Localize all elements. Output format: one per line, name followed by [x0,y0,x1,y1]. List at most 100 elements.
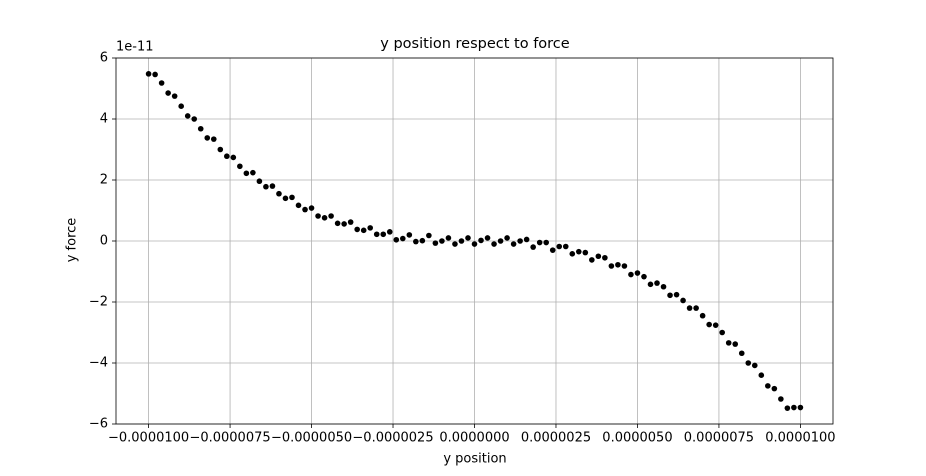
point [224,153,230,160]
point [536,239,543,246]
point [654,280,660,286]
point [230,154,237,161]
y-tick-label: −6 [89,417,108,432]
x-tick-label: −0.0000025 [352,431,433,446]
x-tick-label: 0.0000050 [602,431,672,446]
x-tick-label: −0.0000050 [271,431,352,446]
point [282,195,289,202]
point [575,248,582,255]
point [152,71,158,78]
point [543,239,549,246]
point [432,240,439,246]
point [732,341,739,347]
point [347,219,354,225]
point [452,241,458,247]
point [667,292,673,299]
point [380,231,387,238]
x-tick-label: 0.0000100 [765,431,835,446]
point [217,146,224,153]
point [673,291,680,298]
point [478,237,484,244]
point [315,213,321,219]
point [758,372,765,379]
point [765,383,771,389]
point [413,238,419,245]
y-tick-label: −4 [89,356,108,371]
point [406,232,413,238]
point [738,350,745,357]
x-tick-label: −0.0000075 [189,431,270,446]
point [595,253,602,260]
point [171,93,178,99]
point [393,236,400,243]
point [354,226,360,233]
point [373,231,380,238]
point [426,232,432,239]
point [608,263,615,269]
point [439,238,445,244]
point [641,273,647,280]
point [517,238,523,244]
point [360,227,367,234]
point [191,116,198,122]
point [158,80,165,86]
point [145,71,152,77]
point [471,241,478,247]
point [510,241,517,247]
y-tick-label: 6 [100,51,108,66]
point [321,215,328,221]
point [771,385,778,392]
point [276,190,282,197]
point [706,321,712,328]
point [634,270,641,276]
point [445,235,452,241]
point [165,90,171,96]
point [712,322,719,328]
point [243,170,250,177]
point [263,183,269,190]
point [484,235,491,241]
point [184,113,191,119]
point [504,235,510,241]
point [719,329,725,336]
point [497,238,504,244]
point [791,404,797,411]
point [491,241,497,247]
chart-title: y position respect to force [380,36,569,52]
point [458,238,465,244]
point [386,229,393,235]
point [680,297,686,304]
point [582,249,589,256]
y-tick-label: −2 [89,295,108,310]
x-axis-label: y position [443,452,506,467]
point [367,225,374,231]
point [400,235,406,242]
point [797,404,804,411]
point [693,305,699,311]
point [237,163,243,170]
x-tick-label: 0.0000025 [521,431,591,446]
point [569,251,576,257]
point [341,221,347,227]
point [250,169,256,176]
point [621,263,628,269]
point [615,261,621,268]
point [602,254,608,261]
x-tick-label: −0.0000100 [108,431,189,446]
point [328,213,334,219]
point [745,360,752,366]
point [549,247,556,253]
point [204,135,211,141]
y-axis-label: y force [65,218,80,263]
y-tick-label: 0 [100,234,108,249]
point [556,243,563,250]
point [419,237,426,244]
x-tick-label: 0.0000000 [439,431,509,446]
point [778,396,784,402]
point [660,283,667,290]
point [647,281,654,288]
point [562,243,569,250]
point [295,202,302,209]
